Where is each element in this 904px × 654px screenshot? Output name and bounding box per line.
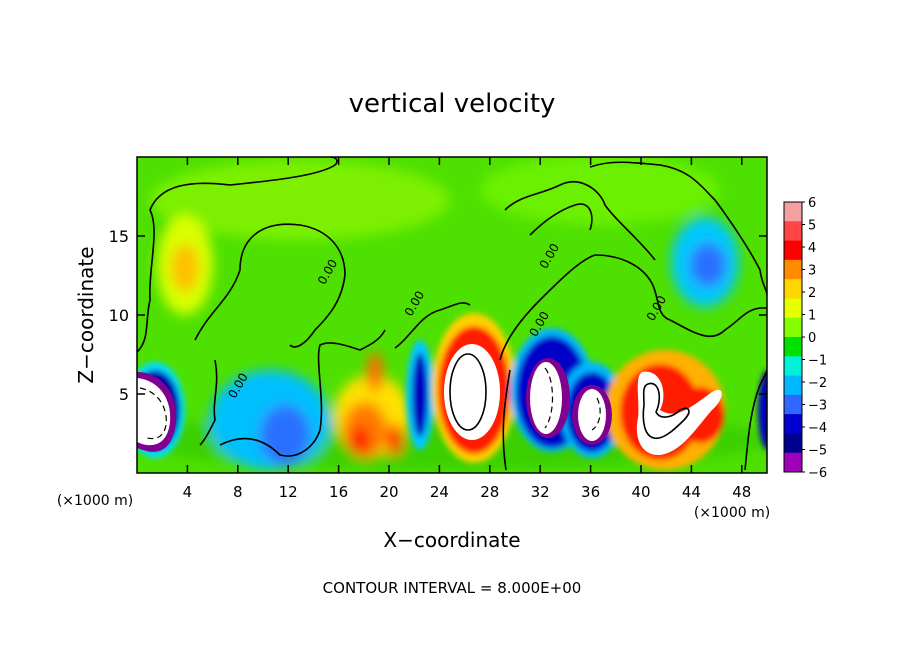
x-axis-title: X−coordinate [383, 528, 520, 552]
colorbar-label: −6 [808, 466, 827, 481]
heatmap-field [137, 157, 767, 473]
colorbar-swatch [784, 259, 802, 280]
downdraft-core-32 [530, 362, 562, 434]
colorbar-label: 3 [808, 264, 816, 279]
updraft-cell-19 [367, 352, 383, 392]
colorbar-label: −5 [808, 444, 827, 459]
x-tick-label: 24 [430, 483, 449, 501]
colorbar: 6 5 4 3 2 1 0 −1 −2 −3 −4 −5 −6 [783, 196, 827, 481]
colorbar-swatch [784, 414, 802, 434]
colorbar-label: 5 [808, 219, 816, 234]
colorbar-label: 4 [808, 241, 816, 256]
colorbar-label: −4 [808, 421, 827, 436]
colorbar-swatch [784, 356, 802, 377]
updraft-upper-left-core [171, 244, 199, 292]
x-unit-left: (×1000 m) [57, 493, 133, 509]
contour-zero-line [199, 359, 218, 446]
contour-zero-line [219, 329, 386, 457]
colorbar-swatch [784, 279, 802, 299]
x-axis: 4 8 12 16 20 24 28 32 36 40 44 48 [183, 157, 751, 501]
contour-zero-line [529, 203, 593, 236]
contour-core-40 [642, 382, 690, 440]
y-axis-title: Z−coordinate [74, 246, 98, 383]
contour-zero-line [502, 369, 511, 471]
colorbar-swatch [784, 202, 802, 222]
x-unit-right: (×1000 m) [694, 505, 770, 521]
y-tick-label: 5 [119, 385, 129, 404]
contour-zero-line [504, 180, 656, 261]
downdraft-cell-22-core [412, 353, 428, 437]
colorbar-swatch [784, 337, 802, 357]
colorbar-label: 6 [808, 196, 816, 211]
colorbar-label: −1 [808, 354, 827, 369]
updraft-cell-20 [387, 424, 403, 456]
colorbar-label: 0 [808, 331, 816, 346]
contour-lines [137, 157, 767, 471]
contour-zero-line [137, 157, 338, 353]
contour-zero-line [194, 223, 346, 348]
x-tick-label: 20 [379, 483, 398, 501]
contour-interval-note: CONTOUR INTERVAL = 8.000E+00 [323, 579, 582, 597]
colorbar-label: 1 [808, 309, 816, 324]
colorbar-label: −3 [808, 399, 827, 414]
y-tick-label: 10 [109, 306, 129, 325]
ambient-patch [150, 160, 450, 240]
colorbar-swatch [784, 452, 802, 473]
x-tick-label: 4 [183, 483, 193, 501]
y-tick-label: 15 [109, 227, 129, 246]
updraft-core-26 [444, 344, 500, 440]
colorbar-swatch [784, 375, 802, 396]
x-tick-label: 16 [329, 483, 348, 501]
updraft-cell-18-peak [350, 426, 370, 454]
x-tick-label: 48 [732, 483, 751, 501]
x-tick-label: 12 [279, 483, 298, 501]
x-tick-label: 40 [631, 483, 650, 501]
y-axis: 5 10 15 [109, 227, 767, 404]
colorbar-swatch [784, 298, 802, 319]
x-tick-label: 32 [531, 483, 550, 501]
x-tick-label: 8 [233, 483, 243, 501]
x-tick-label: 28 [480, 483, 499, 501]
colorbar-swatch [784, 394, 802, 415]
contour-core-32 [544, 367, 554, 429]
colorbar-swatch [784, 433, 802, 454]
contour-core-36 [591, 397, 601, 431]
colorbar-swatch [784, 221, 802, 242]
downdraft-core-36 [578, 389, 606, 441]
ambient-patch [480, 157, 720, 225]
colorbar-swatch [784, 317, 802, 338]
x-tick-label: 36 [581, 483, 600, 501]
x-tick-label: 44 [682, 483, 701, 501]
contour-zero-line [394, 302, 471, 349]
colorbar-swatch [784, 240, 802, 261]
contour-zero-line [499, 254, 767, 361]
downdraft-upper-right-core [690, 243, 726, 287]
colorbar-label: −2 [808, 376, 827, 391]
downdraft-right-edge [758, 370, 767, 450]
contour-core-26 [449, 353, 487, 431]
downdraft-core-left-inner [137, 378, 171, 446]
contour-zero-line [589, 161, 767, 296]
colorbar-label: 2 [808, 286, 816, 301]
downdraft-cell-12 [260, 405, 310, 465]
chart-title: vertical velocity [349, 89, 556, 119]
